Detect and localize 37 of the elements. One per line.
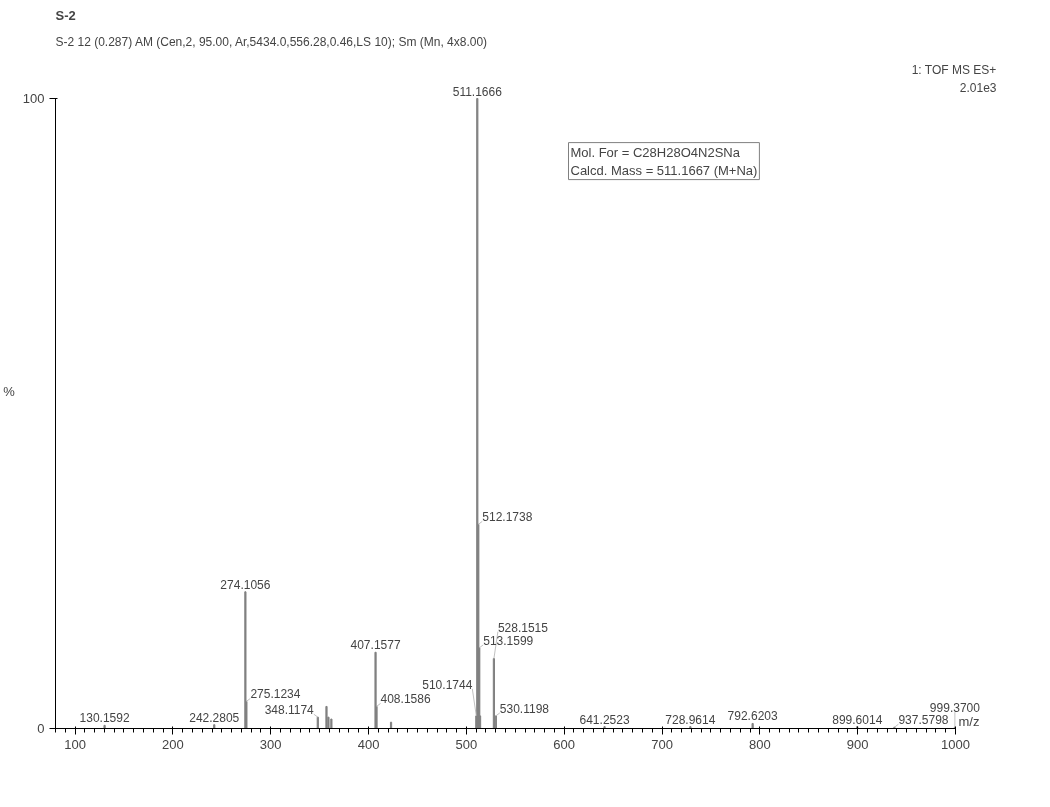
annotation: 937.5798 bbox=[898, 713, 949, 728]
x-tick-label: 600 bbox=[553, 736, 576, 752]
annotation: 274.1056 bbox=[220, 577, 271, 592]
x-tick-label: 300 bbox=[259, 736, 282, 752]
text: 1: TOF MS ES+ bbox=[911, 62, 997, 77]
y-tick-label: 0 bbox=[37, 721, 45, 736]
annotation: 510.1744 bbox=[422, 677, 473, 692]
annotation: 641.2523 bbox=[579, 712, 630, 727]
x-tick-label: 400 bbox=[357, 736, 380, 752]
chart-title: S-2 bbox=[55, 7, 76, 23]
annotation: 899.6014 bbox=[832, 712, 883, 727]
x-tick-label: 100 bbox=[64, 736, 86, 752]
text: 2.01e3 bbox=[959, 80, 997, 95]
annotation: 407.1577 bbox=[350, 638, 401, 653]
x-tick-label: 900 bbox=[846, 736, 869, 752]
annotation: 728.9614 bbox=[665, 712, 716, 727]
annotation: 999.3700 bbox=[929, 701, 981, 716]
chart-subtitle: S-2 12 (0.287) AM (Cen,2, 95.00, Ar,5434.0,556.28,0.46,LS 10); Sm (Mn, 4x8.00) bbox=[55, 34, 488, 49]
annotation: 530.1198 bbox=[499, 701, 550, 716]
annotation: 513.1599 bbox=[483, 633, 534, 648]
y-axis-title: % bbox=[3, 383, 16, 399]
annotation: 348.1174 bbox=[264, 703, 315, 718]
x-tick-label: 1000 bbox=[941, 736, 970, 752]
annotation: 242.2805 bbox=[189, 710, 240, 725]
x-tick-label: 500 bbox=[455, 736, 478, 752]
annotation: 512.1738 bbox=[482, 510, 533, 525]
x-tick-label: 700 bbox=[651, 736, 673, 752]
x-axis-title: m/z bbox=[958, 713, 980, 729]
annotation: 130.1592 bbox=[79, 711, 130, 726]
annotation: 408.1586 bbox=[380, 692, 431, 707]
x-tick-label: 200 bbox=[162, 736, 184, 752]
x-tick-label: 800 bbox=[749, 736, 771, 752]
annotation: Mol. For = C28H28O4N2SNa Calcd. Mass = 511.1667 (M+Na) bbox=[570, 144, 758, 178]
annotation: 792.6203 bbox=[727, 709, 778, 724]
annotation: 275.1234 bbox=[250, 687, 301, 702]
annotation: 511.1666 bbox=[452, 84, 503, 99]
annotation: 528.1515 bbox=[497, 620, 549, 635]
